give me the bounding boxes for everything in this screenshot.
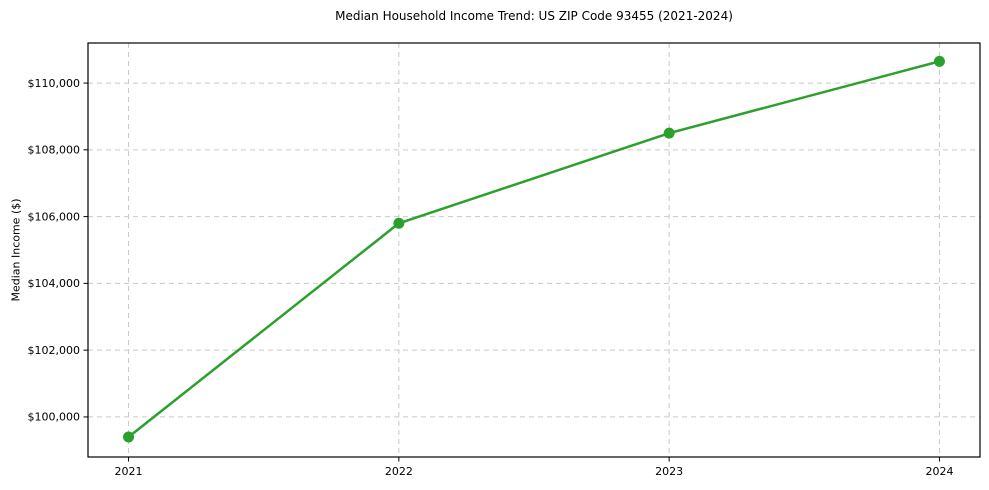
- x-tick-label: 2024: [925, 465, 953, 478]
- chart-title: Median Household Income Trend: US ZIP Co…: [335, 9, 733, 23]
- y-tick-label: $110,000: [28, 77, 81, 90]
- x-tick-label: 2023: [655, 465, 683, 478]
- data-point-2022: [393, 217, 405, 229]
- data-point-2021: [123, 431, 135, 443]
- y-tick-label: $108,000: [28, 144, 81, 157]
- plot-border: [87, 42, 981, 458]
- trend-line: [127, 60, 941, 439]
- data-point-2024: [933, 55, 945, 67]
- x-tick-label: 2021: [115, 465, 143, 478]
- y-tick-label: $106,000: [28, 210, 81, 223]
- y-tick-label: $104,000: [28, 277, 81, 290]
- y-tick-label: $100,000: [28, 411, 81, 424]
- data-point-2023: [663, 127, 675, 139]
- x-tick-label: 2022: [385, 465, 413, 478]
- y-tick-label: $102,000: [28, 344, 81, 357]
